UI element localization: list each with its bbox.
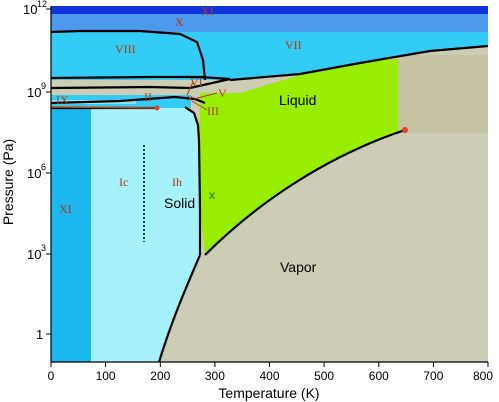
svg-text:10: 10	[27, 166, 41, 181]
svg-text:6: 6	[41, 162, 46, 172]
ice-point-marker: ×	[187, 93, 193, 105]
current-point-marker: x	[209, 188, 216, 202]
phase-label-ic: Ic	[119, 175, 128, 189]
phase-label-viii: VIII	[115, 42, 136, 56]
svg-text:10: 10	[27, 247, 41, 262]
x-tick-label: 0	[48, 369, 55, 383]
phase-label-ix: IX	[56, 93, 69, 107]
liquid-region	[199, 58, 405, 255]
y-tick-label: 10 3	[27, 243, 46, 262]
x-tick-label: 700	[423, 369, 443, 383]
y-tick-label: 10 6	[27, 162, 46, 181]
region-label-solid: Solid	[164, 195, 195, 211]
ice-ih-region	[91, 108, 200, 362]
viii-boundary	[51, 29, 207, 81]
x-tick-label: 500	[314, 369, 334, 383]
ih-melting-curve	[184, 106, 202, 255]
ice-iii-boundary	[51, 95, 206, 105]
x-tick-labels: 0 100 200 300 400 500 600 700 800	[48, 369, 494, 383]
supercritical-region	[398, 55, 488, 133]
region-label-vapor: Vapor	[280, 259, 317, 275]
melting-curve-vii	[229, 44, 488, 82]
x-tick-label: 100	[96, 369, 116, 383]
critical-point	[402, 127, 408, 133]
phase-label-iii: III	[207, 104, 219, 118]
y-tick-label: 1	[36, 327, 43, 342]
phase-label-x: X	[175, 15, 184, 29]
y-tick-labels: 1 10 3 10 6 10 9 10 12	[23, 0, 47, 342]
sublimation-curve	[157, 254, 202, 362]
ice-xi-region	[51, 95, 91, 362]
svg-text:10: 10	[23, 2, 37, 17]
phase-label-v: V	[218, 86, 227, 100]
phase-label-ii: II	[144, 90, 152, 104]
phase-label-vii: VII	[285, 38, 302, 52]
vi-vii-boundary	[51, 77, 231, 90]
ix-boundary-red	[51, 106, 158, 109]
region-label-liquid: Liquid	[279, 92, 316, 108]
ii-triple-point	[154, 105, 160, 111]
y-tick-label: 10 12	[23, 0, 47, 17]
x-tick-label: 300	[205, 369, 225, 383]
x-tick-label: 400	[259, 369, 279, 383]
top-band	[51, 6, 488, 14]
phase-label-ih: Ih	[172, 175, 182, 189]
svg-text:3: 3	[41, 243, 46, 253]
svg-text:12: 12	[37, 0, 47, 9]
x-tick-label: 600	[369, 369, 389, 383]
svg-text:9: 9	[41, 81, 46, 91]
x-tick-marks	[50, 362, 489, 367]
phase-label-vi: VI	[190, 75, 203, 89]
phase-label-xi-top: XI	[201, 4, 214, 18]
x-axis-title: Temperature (K)	[218, 385, 319, 401]
svg-text:10: 10	[27, 85, 41, 100]
phase-label-xi-left: XI	[59, 202, 72, 216]
plot-area	[51, 6, 488, 362]
x-tick-label: 800	[473, 369, 493, 383]
vi-boundary	[51, 75, 231, 81]
y-tick-label: 10 9	[27, 81, 46, 100]
vaporization-curve	[204, 128, 406, 256]
x-tick-label: 200	[150, 369, 170, 383]
y-tick-marks	[46, 8, 51, 335]
phase-pointers	[186, 81, 218, 111]
y-axis-title: Pressure (Pa)	[0, 139, 16, 225]
